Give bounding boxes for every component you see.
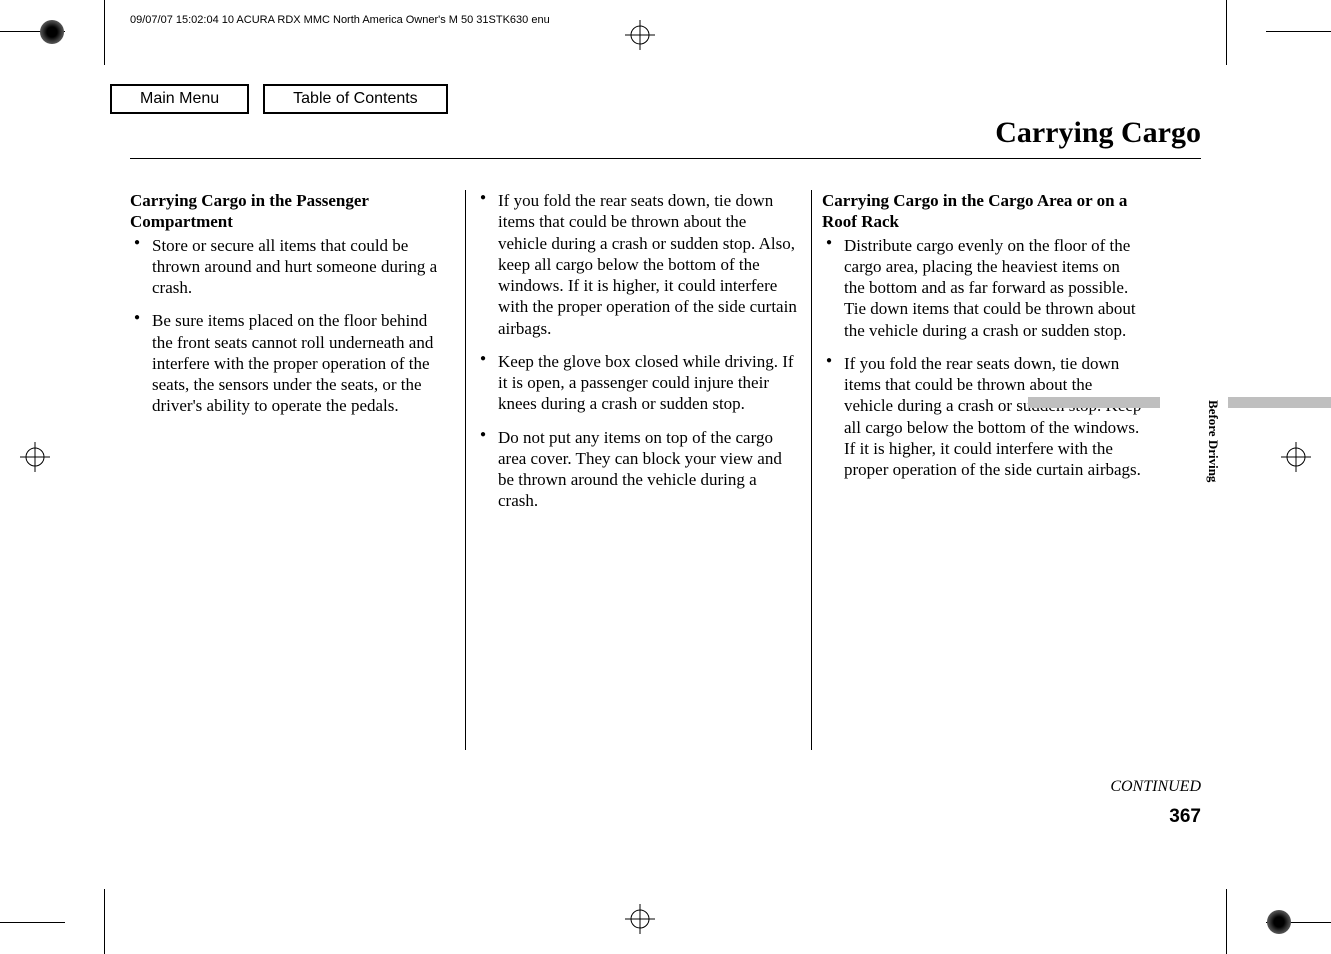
column-divider — [465, 190, 466, 750]
crop-mark — [104, 889, 105, 954]
density-mark-icon — [1267, 910, 1291, 934]
section-tab: Before Driving — [1205, 400, 1221, 482]
list-item: Keep the glove box closed while driving.… — [476, 351, 797, 415]
title-rule — [130, 158, 1201, 159]
list-item: Store or secure all items that could be … — [130, 235, 451, 299]
crop-mark — [1226, 0, 1227, 65]
page-title: Carrying Cargo — [995, 116, 1201, 150]
crop-mark — [1266, 31, 1331, 32]
crop-mark — [0, 922, 65, 923]
registration-mark-icon — [1281, 442, 1311, 472]
registration-mark-icon — [20, 442, 50, 472]
section-heading: Carrying Cargo in the Cargo Area or on a… — [822, 190, 1143, 233]
side-tab-bar — [1028, 397, 1160, 408]
column-divider — [811, 190, 812, 750]
registration-mark-icon — [625, 904, 655, 934]
list-item: Be sure items placed on the floor behind… — [130, 310, 451, 416]
list-item: If you fold the rear seats down, tie dow… — [822, 353, 1143, 481]
document-meta: 09/07/07 15:02:04 10 ACURA RDX MMC North… — [130, 14, 550, 26]
section-heading: Carrying Cargo in the Passenger Compartm… — [130, 190, 451, 233]
list-item: Distribute cargo evenly on the floor of … — [822, 235, 1143, 341]
side-tab-bar — [1228, 397, 1331, 408]
list-item: If you fold the rear seats down, tie dow… — [476, 190, 797, 339]
nav-bar: Main Menu Table of Contents — [110, 84, 448, 114]
density-mark-icon — [40, 20, 64, 44]
toc-button[interactable]: Table of Contents — [263, 84, 448, 114]
crop-mark — [1226, 889, 1227, 954]
list-item: Do not put any items on top of the cargo… — [476, 427, 797, 512]
content-columns: Carrying Cargo in the Passenger Compartm… — [130, 190, 1170, 750]
column-1: Carrying Cargo in the Passenger Compartm… — [130, 190, 465, 750]
crop-mark — [104, 0, 105, 65]
column-3: Carrying Cargo in the Cargo Area or on a… — [822, 190, 1157, 750]
page-number: 367 — [1169, 806, 1201, 828]
main-menu-button[interactable]: Main Menu — [110, 84, 249, 114]
registration-mark-icon — [625, 20, 655, 50]
column-2: If you fold the rear seats down, tie dow… — [476, 190, 811, 750]
continued-label: CONTINUED — [1110, 778, 1201, 796]
